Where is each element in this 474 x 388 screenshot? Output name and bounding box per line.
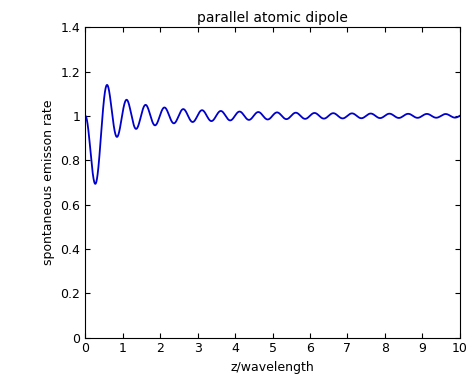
- Y-axis label: spontaneous emisson rate: spontaneous emisson rate: [42, 100, 55, 265]
- Title: parallel atomic dipole: parallel atomic dipole: [197, 10, 348, 24]
- X-axis label: z/wavelength: z/wavelength: [231, 361, 314, 374]
